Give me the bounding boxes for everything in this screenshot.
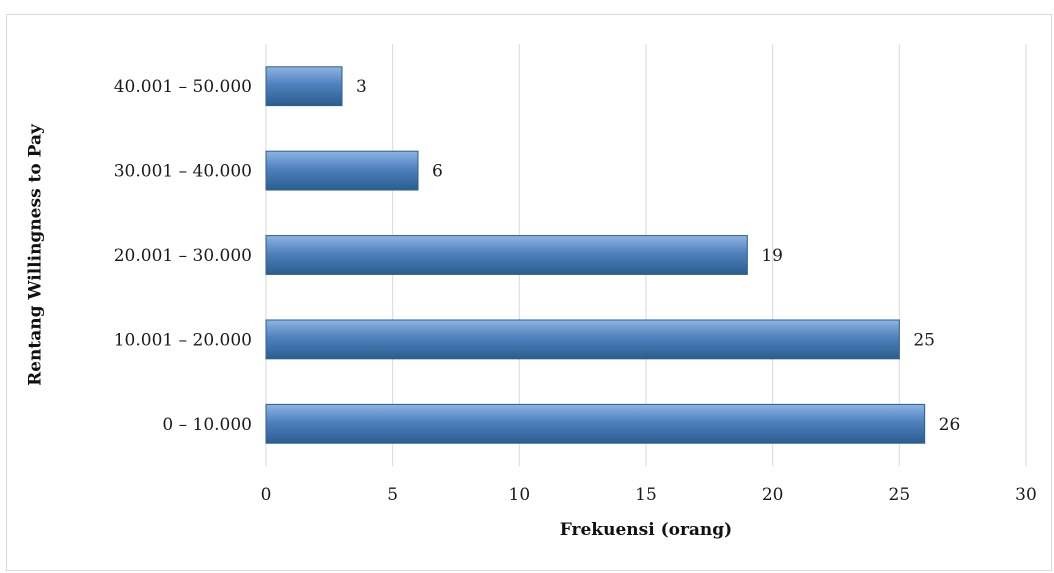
- bars: [265, 66, 926, 444]
- x-tick-label: 30: [1015, 485, 1037, 505]
- x-tick-labels: 0 5 10 15 20 25 30: [261, 485, 1037, 505]
- y-category-label: 20.001 – 30.000: [114, 246, 252, 266]
- bar: [265, 66, 343, 107]
- data-label: 19: [761, 246, 783, 266]
- bar: [265, 150, 419, 191]
- y-category-label: 10.001 – 20.000: [114, 330, 252, 350]
- data-label: 26: [939, 415, 961, 435]
- x-tick-label: 25: [889, 485, 911, 505]
- data-labels: 26 25 19 6 3: [356, 77, 960, 435]
- data-label: 25: [913, 330, 935, 350]
- data-label: 3: [356, 77, 367, 97]
- x-tick-label: 15: [635, 485, 657, 505]
- bar: [265, 403, 926, 444]
- chart-frame: [6, 14, 1052, 571]
- bar: [265, 235, 748, 275]
- y-category-label: 40.001 – 50.000: [114, 77, 252, 97]
- gridlines: [265, 44, 1027, 466]
- x-tick-label: 5: [387, 485, 398, 505]
- y-axis-title: Rentang Willingness to Pay: [26, 123, 46, 386]
- x-tick-label: 10: [509, 485, 531, 505]
- category-labels: 0 – 10.000 10.001 – 20.000 20.001 – 30.000…: [114, 77, 252, 435]
- y-category-label: 0 – 10.000: [162, 415, 252, 435]
- data-label: 6: [432, 162, 443, 182]
- y-category-label: 30.001 – 40.000: [114, 162, 252, 182]
- x-tick-label: 0: [261, 485, 272, 505]
- bar: [265, 319, 900, 360]
- x-axis-title: Frekuensi (orang): [560, 520, 732, 540]
- x-tick-label: 20: [762, 485, 784, 505]
